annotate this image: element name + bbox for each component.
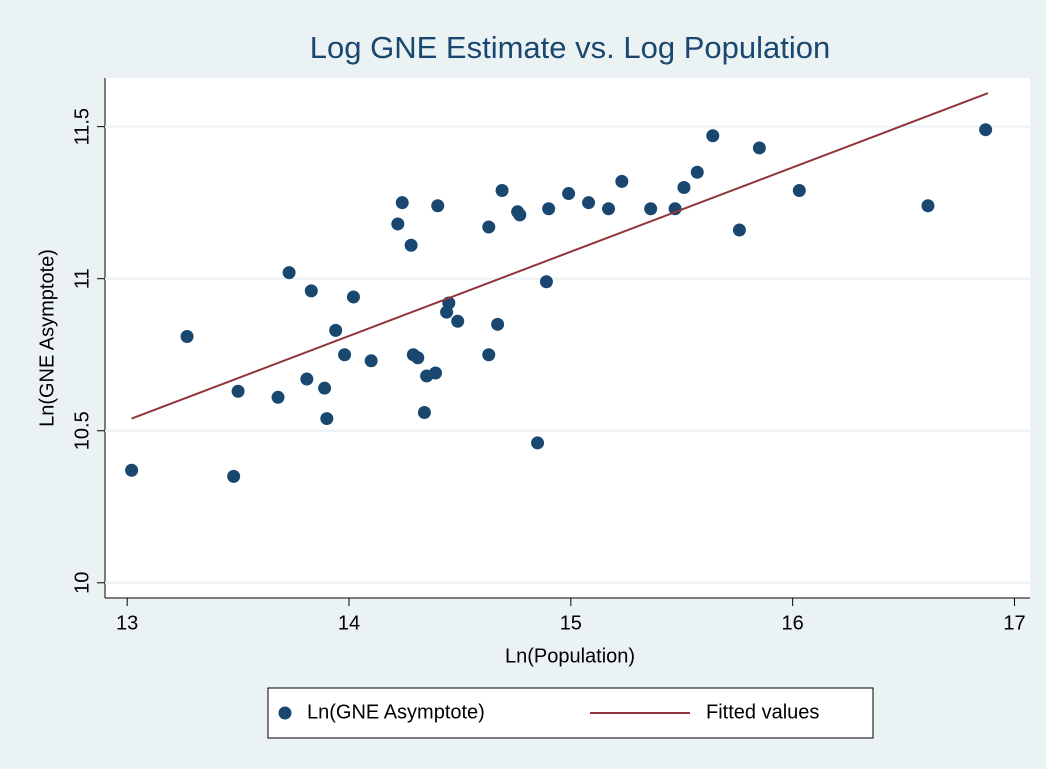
point — [562, 187, 576, 201]
legend-label: Ln(GNE Asymptote) — [307, 701, 485, 723]
point — [395, 196, 409, 210]
legend — [267, 687, 874, 739]
point — [338, 348, 352, 362]
plot-area — [105, 78, 1030, 598]
x-tick-label: 16 — [782, 612, 804, 634]
y-tick-label: 10.5 — [71, 411, 93, 450]
point — [440, 305, 454, 319]
point — [491, 317, 505, 331]
point — [231, 384, 245, 398]
point — [404, 238, 418, 252]
fitted-line — [131, 92, 989, 420]
point — [542, 202, 556, 216]
point — [482, 220, 496, 234]
point — [320, 412, 334, 426]
point — [482, 348, 496, 362]
point — [329, 323, 343, 337]
y-axis-title: Ln(GNE Asymptote) — [36, 249, 58, 427]
point — [706, 129, 720, 143]
point — [513, 208, 527, 222]
point — [227, 469, 241, 483]
point — [364, 354, 378, 368]
x-tick-label: 15 — [560, 612, 582, 634]
point — [921, 199, 935, 213]
x-tick-label: 14 — [338, 612, 360, 634]
point — [668, 202, 682, 216]
point — [677, 180, 691, 194]
point — [304, 284, 318, 298]
point — [300, 372, 314, 386]
point — [792, 184, 806, 198]
point — [979, 123, 993, 137]
y-tick-label: 11 — [71, 268, 93, 289]
point — [732, 223, 746, 237]
legend-marker — [278, 706, 292, 720]
point — [539, 275, 553, 289]
point — [318, 381, 332, 395]
point — [690, 165, 704, 179]
x-axis-title: Ln(Population) — [505, 645, 635, 667]
point — [602, 202, 616, 216]
point — [752, 141, 766, 155]
y-tick-label: 10 — [71, 572, 93, 594]
point — [391, 217, 405, 231]
x-tick-label: 13 — [116, 612, 138, 634]
point — [644, 202, 658, 216]
point — [180, 329, 194, 343]
point — [495, 184, 509, 198]
point — [346, 290, 360, 304]
point — [431, 199, 445, 213]
point — [271, 390, 285, 404]
x-tick-label: 17 — [1003, 612, 1025, 634]
point — [582, 196, 596, 210]
chart-title: Log GNE Estimate vs. Log Population — [310, 30, 830, 65]
point — [451, 314, 465, 328]
point — [282, 266, 296, 280]
point — [411, 351, 425, 365]
y-tick-label: 11.5 — [71, 108, 93, 145]
legend-label: Fitted values — [706, 701, 819, 723]
point — [615, 174, 629, 188]
point — [531, 436, 545, 450]
point — [429, 366, 443, 380]
point — [125, 463, 139, 477]
point — [417, 406, 431, 420]
